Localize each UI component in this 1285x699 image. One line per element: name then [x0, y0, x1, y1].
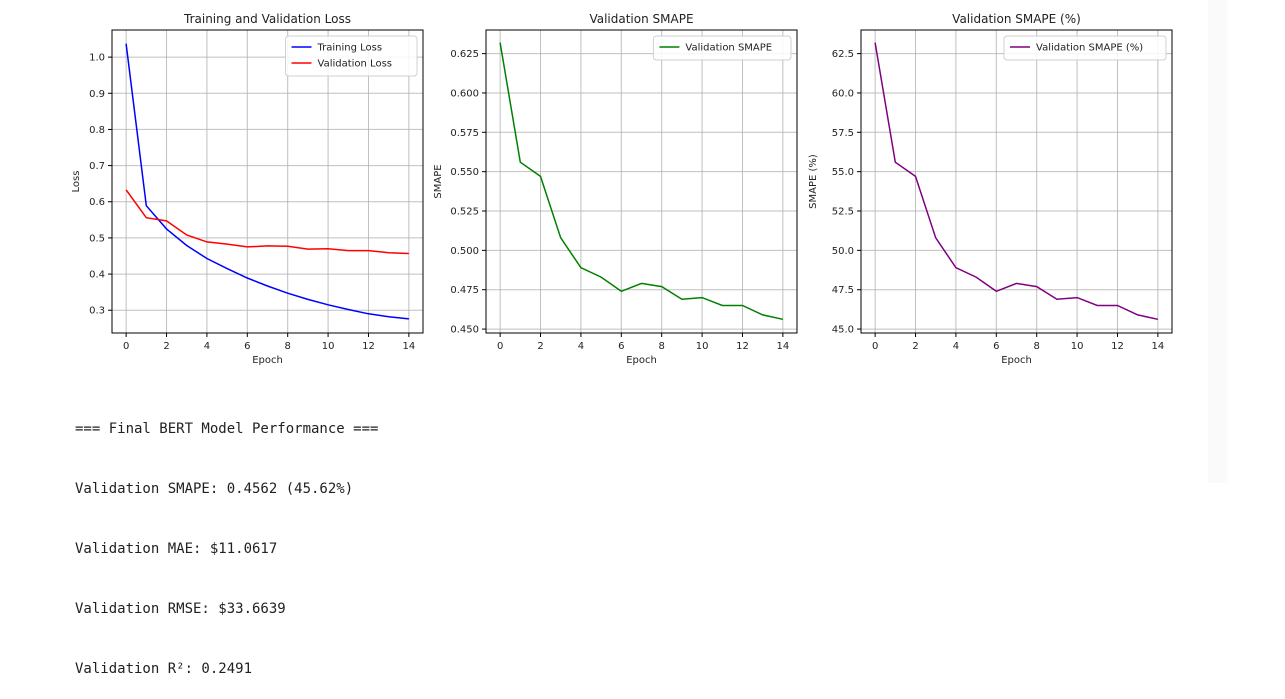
- y-tick-label: 0.600: [450, 88, 479, 99]
- x-tick-label: 6: [244, 341, 250, 352]
- x-axis-label: Epoch: [626, 355, 657, 366]
- x-tick-label: 6: [993, 341, 999, 352]
- x-tick-label: 2: [537, 341, 543, 352]
- y-tick-label: 0.450: [450, 325, 479, 336]
- x-tick-label: 12: [362, 341, 375, 352]
- x-tick-label: 8: [659, 341, 665, 352]
- y-tick-label: 52.5: [832, 207, 854, 218]
- series-line: [125, 43, 409, 320]
- output-rmse: Validation RMSE: $33.6639: [75, 601, 286, 617]
- x-tick-label: 0: [497, 341, 503, 352]
- output-heading: === Final BERT Model Performance ===: [75, 421, 379, 437]
- legend-label: Validation Loss: [318, 59, 393, 70]
- x-tick-label: 4: [578, 341, 584, 352]
- x-tick-label: 10: [322, 341, 335, 352]
- legend-label: Training Loss: [317, 43, 383, 54]
- x-tick-label: 10: [696, 341, 709, 352]
- legend-label: Validation SMAPE: [685, 43, 772, 54]
- x-tick-label: 8: [1034, 341, 1040, 352]
- output-r2: Validation R²: 0.2491: [75, 661, 253, 677]
- y-tick-label: 47.5: [832, 285, 854, 296]
- x-tick-label: 2: [912, 341, 918, 352]
- scrollbar-gutter: [1208, 0, 1227, 483]
- x-tick-label: 4: [953, 341, 959, 352]
- output-smape: Validation SMAPE: 0.4562 (45.62%): [75, 481, 354, 497]
- series-line: [499, 42, 784, 321]
- chart-title: Training and Validation Loss: [183, 12, 351, 26]
- y-tick-label: 0.3: [89, 306, 105, 317]
- training-metrics-figure: 0 2 4 6 8 10 12 14 0.3 0.4 0.5 0.6 0.7 0.8 0.9 1.0 Train…: [71, 12, 1173, 366]
- x-tick-label: 12: [1111, 341, 1124, 352]
- y-tick-label: 0.550: [450, 167, 479, 178]
- y-axis-label: Loss: [71, 171, 82, 193]
- y-tick-label: 0.625: [450, 49, 479, 60]
- series-line: [874, 42, 1159, 321]
- smape-chart: 0 2 4 6 8 10 12 14 0.450 0.475 0.500 0.525 0.550 0.57…: [433, 12, 798, 366]
- cell-output: === Final BERT Model Performance === Val…: [75, 379, 378, 699]
- axes-frame: [485, 29, 798, 334]
- legend: Training Loss Validation Loss: [285, 35, 418, 77]
- y-tick-label: 1.0: [89, 53, 105, 64]
- loss-chart: 0 2 4 6 8 10 12 14 0.3 0.4 0.5 0.6 0.7 0.8 0.9 1.0 Train…: [71, 12, 424, 366]
- legend: Validation SMAPE: [652, 35, 792, 61]
- chart-title: Validation SMAPE (%): [952, 12, 1081, 26]
- x-tick-label: 0: [123, 341, 129, 352]
- y-tick-label: 45.0: [832, 325, 854, 336]
- x-tick-label: 8: [285, 341, 291, 352]
- y-tick-label: 0.8: [89, 125, 105, 136]
- y-tick-label: 0.525: [450, 207, 479, 218]
- y-tick-label: 55.0: [832, 167, 854, 178]
- y-tick-label: 60.0: [832, 88, 854, 99]
- grid: [112, 30, 423, 333]
- axes-frame: [111, 29, 424, 334]
- x-tick-label: 6: [618, 341, 624, 352]
- x-tick-label: 14: [402, 341, 415, 352]
- y-tick-label: 0.500: [450, 246, 479, 257]
- smape-percent-chart: 0 2 4 6 8 10 12 14 45.0 47.5 50.0 52.5 55.0 57.5 60.0 6…: [808, 12, 1173, 366]
- x-axis-label: Epoch: [252, 355, 283, 366]
- legend-label: Validation SMAPE (%): [1036, 43, 1143, 54]
- y-tick-label: 62.5: [832, 49, 854, 60]
- legend: Validation SMAPE (%): [1003, 35, 1167, 61]
- y-tick-label: 0.4: [89, 270, 105, 281]
- x-tick-label: 2: [163, 341, 169, 352]
- y-tick-label: 50.0: [832, 246, 854, 257]
- y-axis-label: SMAPE (%): [808, 154, 819, 209]
- x-axis-label: Epoch: [1001, 355, 1032, 366]
- x-tick-label: 14: [1151, 341, 1164, 352]
- chart-title: Validation SMAPE: [589, 12, 693, 26]
- y-tick-label: 57.5: [832, 128, 854, 139]
- output-mae: Validation MAE: $11.0617: [75, 541, 278, 557]
- x-tick-label: 4: [204, 341, 210, 352]
- y-tick-label: 0.5: [89, 233, 105, 244]
- x-tick-label: 12: [736, 341, 749, 352]
- grid: [486, 30, 797, 333]
- x-tick-label: 0: [872, 341, 878, 352]
- series-line: [125, 189, 409, 255]
- x-tick-label: 10: [1071, 341, 1084, 352]
- x-tick-label: 14: [776, 341, 789, 352]
- grid: [861, 30, 1172, 333]
- y-tick-label: 0.6: [89, 197, 105, 208]
- y-axis-label: SMAPE: [433, 164, 444, 198]
- y-tick-label: 0.575: [450, 128, 479, 139]
- y-tick-label: 0.7: [89, 161, 105, 172]
- y-tick-label: 0.475: [450, 285, 479, 296]
- axes-frame: [860, 29, 1173, 334]
- y-tick-label: 0.9: [89, 89, 105, 100]
